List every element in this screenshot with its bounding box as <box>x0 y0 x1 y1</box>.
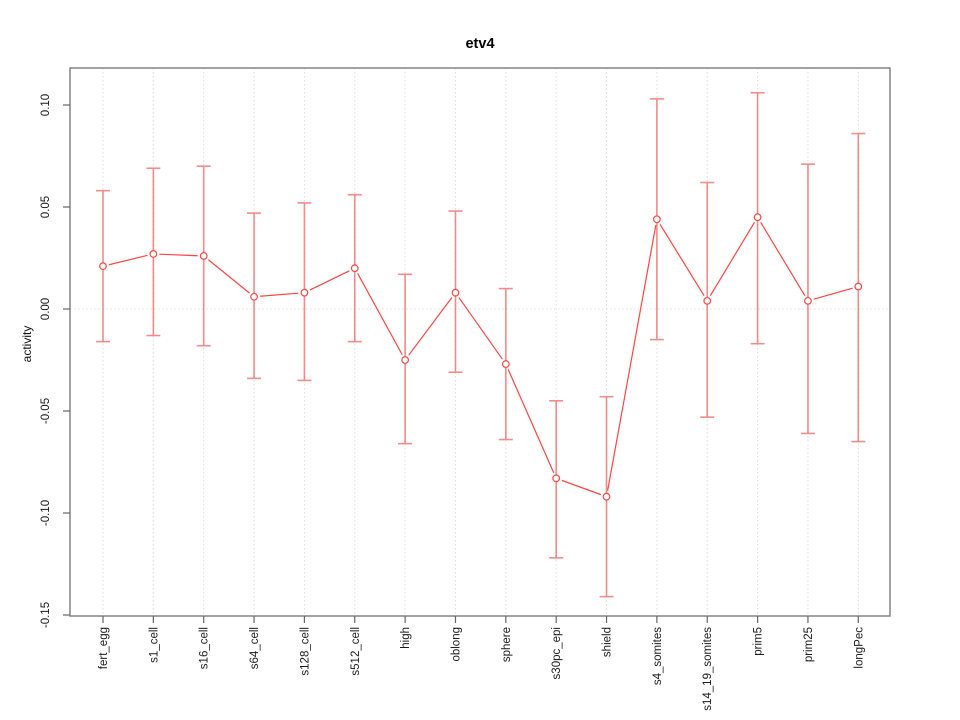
data-point-s30pc_epi <box>552 474 561 483</box>
x-tick-label-s128_cell: s128_cell <box>299 627 311 676</box>
line-segment <box>561 479 602 496</box>
x-axis: fert_egg s1_cell s16_cell s64_cell s128_cell… <box>98 616 865 711</box>
line-segment <box>357 273 403 356</box>
data-point-s14_19_somites <box>703 296 712 305</box>
data-point-s64_cell <box>250 292 258 301</box>
gridlines <box>70 68 890 616</box>
line-segment <box>607 225 657 491</box>
x-tick-label-s14_19_somites: s14_19_somites <box>702 627 714 711</box>
x-tick-label-prim5: prim5 <box>753 627 765 656</box>
data-points <box>99 213 863 501</box>
series-line <box>108 222 853 496</box>
y-tick-label: 0.05 <box>40 196 52 218</box>
line-segment <box>207 259 250 294</box>
x-tick-label-s64_cell: s64_cell <box>249 627 261 669</box>
y-tick-label: 0.00 <box>40 298 52 320</box>
data-point-fert_egg <box>99 262 107 271</box>
data-point-longPec <box>854 282 863 291</box>
line-segment <box>108 254 148 266</box>
y-tick-label: -0.15 <box>40 602 52 628</box>
y-tick-label: -0.05 <box>40 398 52 424</box>
line-segment <box>408 297 453 356</box>
x-tick-label-shield: shield <box>602 627 614 657</box>
y-tick-label: -0.10 <box>40 500 52 526</box>
data-point-prim5 <box>753 213 762 222</box>
line-segment <box>709 222 756 297</box>
data-point-s512_cell <box>350 264 359 273</box>
line-segment <box>159 253 198 257</box>
data-point-shield <box>602 492 611 501</box>
line-segment <box>659 224 705 297</box>
line-segment <box>259 292 299 297</box>
x-tick-label-fert_egg: fert_egg <box>98 627 110 669</box>
x-tick-label-longPec: longPec <box>853 627 865 669</box>
data-point-high <box>401 356 410 364</box>
x-tick-label-s30pc_epi: s30pc_epi <box>551 627 563 679</box>
line-segment <box>458 297 503 360</box>
data-point-s16_cell <box>199 252 208 260</box>
data-point-s4_somites <box>652 215 661 224</box>
line-segment <box>760 222 806 297</box>
error-bars <box>96 91 866 598</box>
x-tick-label-prim25: prim25 <box>803 627 815 662</box>
data-point-s1_cell <box>149 250 158 258</box>
x-tick-label-s512_cell: s512_cell <box>350 627 362 676</box>
data-point-oblong <box>451 288 460 297</box>
plot-border <box>69 67 891 617</box>
x-tick-label-s16_cell: s16_cell <box>199 627 211 669</box>
line-segment <box>813 287 853 300</box>
data-point-s128_cell <box>300 288 309 297</box>
line-segment <box>507 369 555 474</box>
y-axis: 0.10 0.05 0.00 -0.05 -0.10 -0.15 <box>40 94 70 628</box>
x-tick-label-oblong: oblong <box>450 627 462 662</box>
data-point-prim25 <box>804 296 812 305</box>
line-segment <box>309 270 350 291</box>
x-tick-label-s4_somites: s4_somites <box>652 627 664 685</box>
chart-title: etv4 <box>465 36 495 52</box>
x-tick-label-sphere: sphere <box>501 627 513 662</box>
x-tick-label-s1_cell: s1_cell <box>148 627 160 663</box>
x-tick-label-high: high <box>400 627 412 649</box>
y-tick-label: 0.10 <box>40 94 52 116</box>
data-point-sphere <box>501 360 510 368</box>
